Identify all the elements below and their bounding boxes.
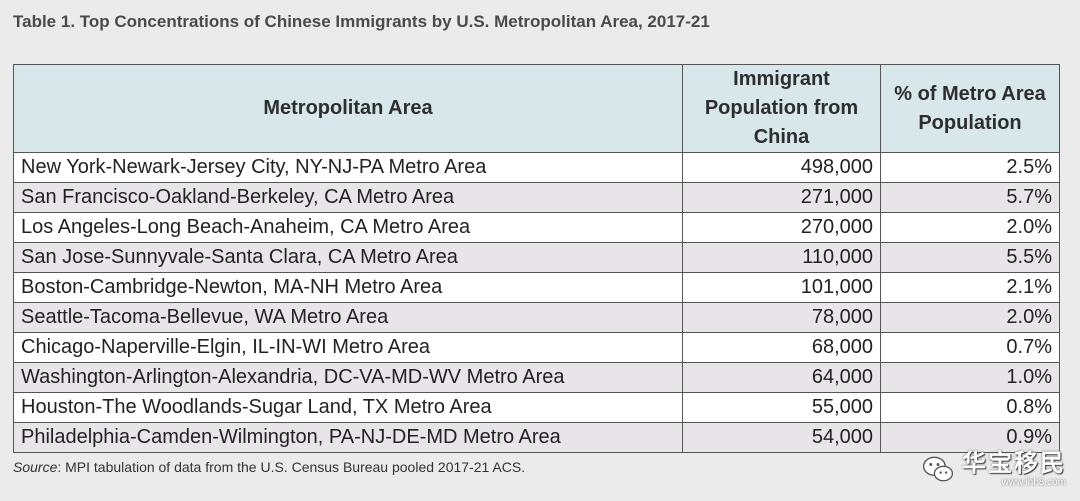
watermark-url: www.ihb8.com	[1001, 477, 1066, 488]
percent-cell: 2.5%	[880, 152, 1060, 183]
header-percent-metro-population: % of Metro Area Population	[880, 64, 1060, 153]
metro-area-cell: San Jose-Sunnyvale-Santa Clara, CA Metro…	[13, 242, 683, 273]
table-row: Houston-The Woodlands-Sugar Land, TX Met…	[13, 392, 1060, 423]
metro-area-cell: Boston-Cambridge-Newton, MA-NH Metro Are…	[13, 272, 683, 303]
table-row: New York-Newark-Jersey City, NY-NJ-PA Me…	[13, 152, 1060, 183]
percent-cell: 1.0%	[880, 362, 1060, 393]
table-row: Washington-Arlington-Alexandria, DC-VA-M…	[13, 362, 1060, 393]
table-row: Los Angeles-Long Beach-Anaheim, CA Metro…	[13, 212, 1060, 243]
metro-area-cell: New York-Newark-Jersey City, NY-NJ-PA Me…	[13, 152, 683, 183]
percent-cell: 0.9%	[880, 422, 1060, 453]
percent-cell: 5.5%	[880, 242, 1060, 273]
source-text: : MPI tabulation of data from the U.S. C…	[57, 459, 526, 475]
watermark-text-group: 华宝移民 www.ihb8.com	[962, 449, 1066, 489]
table-header: Metropolitan Area Immigrant Population f…	[13, 64, 1060, 153]
header-row: Metropolitan Area Immigrant Population f…	[13, 64, 1060, 153]
table-row: San Francisco-Oakland-Berkeley, CA Metro…	[13, 182, 1060, 213]
metro-area-cell: Chicago-Naperville-Elgin, IL-IN-WI Metro…	[13, 332, 683, 363]
population-cell: 101,000	[682, 272, 881, 303]
percent-cell: 0.8%	[880, 392, 1060, 423]
population-cell: 110,000	[682, 242, 881, 273]
percent-cell: 2.0%	[880, 212, 1060, 243]
population-cell: 68,000	[682, 332, 881, 363]
population-cell: 55,000	[682, 392, 881, 423]
table-row: Chicago-Naperville-Elgin, IL-IN-WI Metro…	[13, 332, 1060, 363]
watermark: 华宝移民 www.ihb8.com	[920, 449, 1066, 489]
metro-area-cell: Washington-Arlington-Alexandria, DC-VA-M…	[13, 362, 683, 393]
metro-area-cell: Seattle-Tacoma-Bellevue, WA Metro Area	[13, 302, 683, 333]
table-row: Philadelphia-Camden-Wilmington, PA-NJ-DE…	[13, 422, 1060, 453]
watermark-text: 华宝移民	[962, 448, 1066, 477]
population-cell: 270,000	[682, 212, 881, 243]
metro-area-cell: Los Angeles-Long Beach-Anaheim, CA Metro…	[13, 212, 683, 243]
table-title: Table 1. Top Concentrations of Chinese I…	[13, 12, 710, 31]
wechat-icon	[922, 456, 954, 482]
data-table: Metropolitan Area Immigrant Population f…	[13, 64, 1060, 453]
header-metropolitan-area: Metropolitan Area	[13, 64, 683, 153]
table-row: Boston-Cambridge-Newton, MA-NH Metro Are…	[13, 272, 1060, 303]
metro-area-cell: San Francisco-Oakland-Berkeley, CA Metro…	[13, 182, 683, 213]
source-note: Source: MPI tabulation of data from the …	[13, 459, 525, 475]
table-row: Seattle-Tacoma-Bellevue, WA Metro Area 7…	[13, 302, 1060, 333]
percent-cell: 5.7%	[880, 182, 1060, 213]
population-cell: 271,000	[682, 182, 881, 213]
percent-cell: 2.1%	[880, 272, 1060, 303]
metro-area-cell: Philadelphia-Camden-Wilmington, PA-NJ-DE…	[13, 422, 683, 453]
metro-area-cell: Houston-The Woodlands-Sugar Land, TX Met…	[13, 392, 683, 423]
table-row: San Jose-Sunnyvale-Santa Clara, CA Metro…	[13, 242, 1060, 273]
percent-cell: 0.7%	[880, 332, 1060, 363]
table-body: New York-Newark-Jersey City, NY-NJ-PA Me…	[13, 152, 1060, 453]
source-label: Source	[13, 459, 58, 475]
population-cell: 498,000	[682, 152, 881, 183]
population-cell: 78,000	[682, 302, 881, 333]
percent-cell: 2.0%	[880, 302, 1060, 333]
population-cell: 54,000	[682, 422, 881, 453]
population-cell: 64,000	[682, 362, 881, 393]
header-immigrant-population: Immigrant Population from China	[682, 64, 881, 153]
